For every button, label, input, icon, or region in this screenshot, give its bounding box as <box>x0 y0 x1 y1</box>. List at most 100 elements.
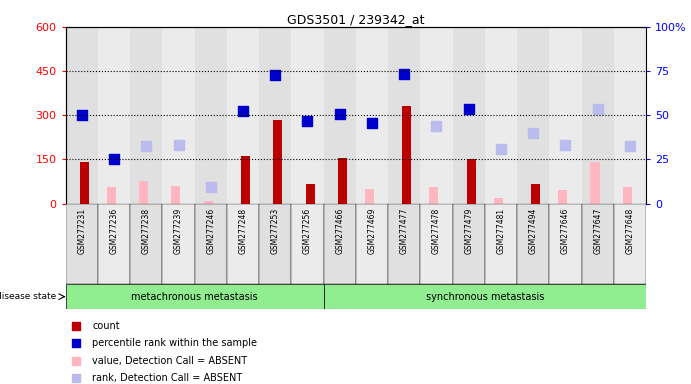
Point <box>560 142 571 148</box>
Bar <box>582 204 614 284</box>
Bar <box>614 204 646 284</box>
Bar <box>558 190 567 204</box>
Bar <box>429 187 438 204</box>
Text: percentile rank within the sample: percentile rank within the sample <box>92 338 257 348</box>
Bar <box>227 27 259 204</box>
Point <box>625 143 636 149</box>
Bar <box>259 27 292 204</box>
Text: GSM277481: GSM277481 <box>496 208 506 254</box>
Bar <box>549 204 582 284</box>
Bar <box>531 184 540 204</box>
Bar <box>356 204 388 284</box>
Text: GSM277236: GSM277236 <box>109 208 119 254</box>
Bar <box>549 27 582 204</box>
Text: rank, Detection Call = ABSENT: rank, Detection Call = ABSENT <box>92 373 243 383</box>
Bar <box>98 27 130 204</box>
Bar <box>107 187 116 204</box>
Text: GSM277477: GSM277477 <box>399 208 409 254</box>
Text: value, Detection Call = ABSENT: value, Detection Call = ABSENT <box>92 356 247 366</box>
Point <box>173 142 184 148</box>
Text: synchronous metastasis: synchronous metastasis <box>426 291 544 302</box>
Bar <box>485 27 517 204</box>
Point <box>334 111 346 117</box>
Point <box>269 73 281 79</box>
Text: GSM277238: GSM277238 <box>142 208 151 254</box>
Bar <box>241 156 250 204</box>
Bar <box>402 106 411 204</box>
Bar <box>517 27 549 204</box>
Bar <box>80 162 89 204</box>
Bar <box>162 204 195 284</box>
Point <box>205 184 216 190</box>
Bar <box>323 284 646 309</box>
Text: GSM277469: GSM277469 <box>368 208 377 254</box>
Bar <box>420 27 453 204</box>
Bar <box>420 204 453 284</box>
Point <box>302 118 313 124</box>
Point <box>141 143 152 149</box>
Text: GSM277647: GSM277647 <box>593 208 603 254</box>
Point <box>70 358 82 364</box>
Bar <box>591 162 600 204</box>
Text: GSM277239: GSM277239 <box>174 208 183 254</box>
Bar <box>130 204 162 284</box>
Text: GSM277479: GSM277479 <box>464 208 473 254</box>
Bar <box>162 27 195 204</box>
Bar <box>195 204 227 284</box>
Point <box>70 375 82 381</box>
Bar <box>305 184 314 204</box>
Text: count: count <box>92 321 120 331</box>
Text: disease state: disease state <box>0 292 56 301</box>
Text: GSM277648: GSM277648 <box>625 208 634 254</box>
Bar <box>338 158 347 204</box>
Point <box>238 108 249 114</box>
Bar <box>494 198 503 204</box>
Point <box>366 119 377 126</box>
Bar <box>195 27 227 204</box>
Bar <box>66 27 98 204</box>
Point <box>463 106 474 113</box>
Text: GSM277478: GSM277478 <box>432 208 441 254</box>
Bar <box>356 27 388 204</box>
Bar <box>274 120 283 204</box>
Bar <box>485 204 517 284</box>
Bar <box>453 27 485 204</box>
Text: GSM277494: GSM277494 <box>529 208 538 254</box>
Bar <box>98 204 130 284</box>
Point <box>592 106 603 113</box>
Bar <box>204 200 213 204</box>
Bar <box>323 27 356 204</box>
Text: GSM277646: GSM277646 <box>561 208 570 254</box>
Bar <box>227 204 259 284</box>
Point <box>528 130 539 136</box>
Bar <box>139 182 148 204</box>
Title: GDS3501 / 239342_at: GDS3501 / 239342_at <box>287 13 424 26</box>
Bar <box>259 204 292 284</box>
Bar <box>623 187 632 204</box>
Point <box>399 71 410 77</box>
Bar <box>292 27 323 204</box>
Bar <box>323 204 356 284</box>
Text: GSM277256: GSM277256 <box>303 208 312 254</box>
Point <box>76 112 87 118</box>
Bar <box>292 204 323 284</box>
Bar <box>517 204 549 284</box>
Bar <box>467 159 476 204</box>
Bar <box>365 189 374 204</box>
Point <box>108 156 120 162</box>
Text: GSM277231: GSM277231 <box>77 208 86 254</box>
Point <box>70 340 82 346</box>
Text: GSM277466: GSM277466 <box>335 208 344 254</box>
Text: GSM277253: GSM277253 <box>271 208 280 254</box>
Text: metachronous metastasis: metachronous metastasis <box>131 291 258 302</box>
Point <box>70 323 82 329</box>
Bar <box>66 204 98 284</box>
Bar <box>171 186 180 204</box>
Point <box>431 122 442 129</box>
Bar <box>388 27 420 204</box>
Point <box>495 146 507 152</box>
Bar <box>453 204 485 284</box>
Bar <box>614 27 646 204</box>
Bar <box>130 27 162 204</box>
Bar <box>388 204 420 284</box>
